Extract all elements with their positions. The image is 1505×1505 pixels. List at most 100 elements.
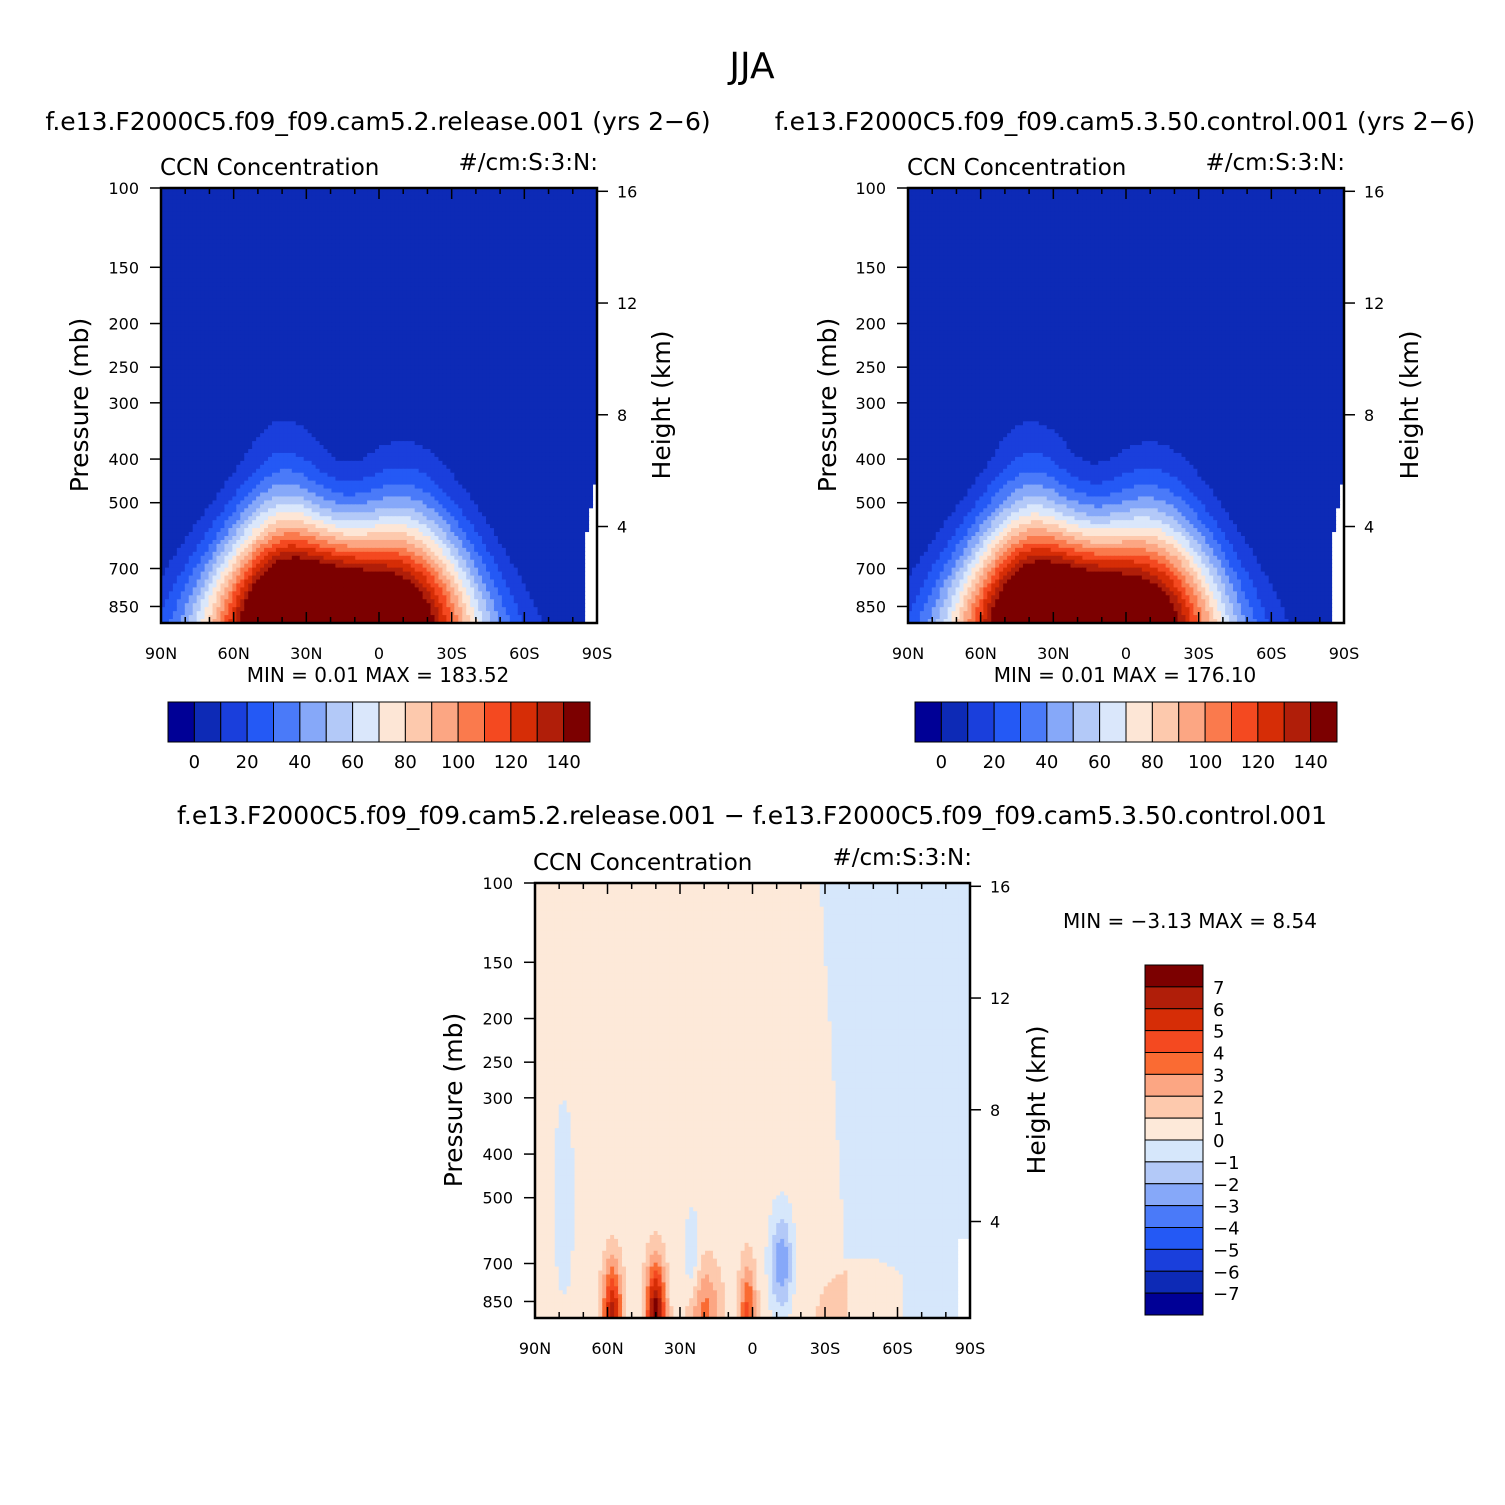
panel-a-title: f.e13.F2000C5.f09_f09.cam5.2.release.001… [45, 107, 710, 136]
panel-c-ytick-label: 150 [482, 953, 513, 972]
panel-b-colorbar-box [1204, 701, 1232, 743]
panel-a-stats: MIN = 0.01 MAX = 183.52 [247, 663, 510, 687]
panel-c-contour-field [535, 883, 970, 1318]
panel-c-colorbar-box [1144, 986, 1204, 1010]
panel-a-colorbar-box [484, 701, 512, 743]
panel-b-ytick-label: 150 [855, 258, 886, 277]
panel-b-colorbar-box [1283, 701, 1312, 743]
panel-a-colorbar-box [378, 701, 406, 743]
panel-a-colorbar-box [563, 701, 591, 743]
panel-a-colorbar-label: 60 [341, 752, 364, 773]
panel-c-colorbar-box [1144, 1183, 1204, 1207]
panel-b-title: f.e13.F2000C5.f09_f09.cam5.3.50.control.… [775, 107, 1476, 136]
panel-a-colorbar-box [246, 701, 274, 743]
panel-b-y2tick-label: 4 [1364, 518, 1374, 537]
panel-c-colorbar-label: −5 [1213, 1240, 1240, 1261]
panel-c-colorbar-label: −2 [1213, 1175, 1240, 1196]
panel-c-y2tick-label: 16 [990, 877, 1010, 896]
panel-c-xtick-label: 90N [519, 1339, 551, 1358]
panel-b-colorbar-box [1046, 701, 1074, 743]
panel-b-xtick-label: 90N [892, 644, 924, 663]
panel-c-ytick-label: 100 [482, 874, 513, 893]
panel-c-ytick-label: 700 [482, 1255, 513, 1274]
panel-c-xtick-label: 90S [955, 1339, 986, 1358]
panel-b-colorbar-label: 120 [1241, 752, 1275, 773]
panel-c-ytick-label: 850 [482, 1292, 513, 1311]
panel-c-colorbar-box [1144, 1227, 1204, 1250]
panel-a-colorbar-box [536, 701, 565, 743]
panel-a-colorbar-box [352, 701, 380, 743]
panel-b-colorbar-box [1178, 701, 1206, 743]
panel-a-colorbar-label: 80 [394, 752, 417, 773]
panel-b-colorbar-box [1257, 701, 1285, 743]
panel-b-colorbar-label: 80 [1141, 752, 1164, 773]
panel-c-stats: MIN = −3.13 MAX = 8.54 [1063, 909, 1317, 933]
panel-c-colorbar-label: 3 [1213, 1065, 1224, 1086]
panel-a-colorbar-box [404, 701, 433, 743]
panel-b-colorbar-box [967, 701, 995, 743]
panel-a-colorbar-box [510, 701, 538, 743]
panel-a-ytick-label: 150 [108, 258, 139, 277]
panel-a-ytick-label: 700 [108, 560, 139, 579]
panel-b-ytick-label: 250 [855, 358, 886, 377]
panel-c-y2label: Height (km) [1022, 1026, 1051, 1175]
panel-b-colorbar-label: 0 [936, 752, 947, 773]
panel-c-xtick-label: 0 [747, 1339, 757, 1358]
panel-a-colorbar-box [431, 701, 459, 743]
panel-b-colorbar-box [1125, 701, 1153, 743]
panel-b: CCN Concentration #/cm:S:3:N: 90N 60N 30N 0… [813, 150, 1424, 773]
panel-c-colorbar-box [1144, 1117, 1204, 1141]
panel-a-xtick-label: 90S [582, 644, 613, 663]
panel-c-right-label: #/cm:S:3:N: [832, 845, 972, 871]
panel-c-colorbar-box [1144, 1095, 1204, 1119]
panel-c-ytick-label: 400 [482, 1145, 513, 1164]
panel-b-colorbar-box [1231, 701, 1259, 743]
panel-b-colorbar-box [1310, 701, 1338, 743]
figure-title: JJA [727, 46, 775, 87]
panel-b-ylabel: Pressure (mb) [813, 318, 842, 492]
panel-b-ytick-label: 300 [855, 394, 886, 413]
panel-a-colorbar-label: 100 [441, 752, 475, 773]
panel-c-colorbar-box [1144, 1052, 1204, 1075]
panel-a-colorbar-box [193, 701, 222, 743]
panel-a-colorbar-box [220, 701, 248, 743]
panel-c-y2tick-label: 12 [990, 989, 1010, 1008]
panel-b-xtick-label: 30S [1183, 644, 1214, 663]
panel-c-colorbar-label: 1 [1213, 1109, 1224, 1130]
panel-a-colorbar-label: 40 [288, 752, 311, 773]
panel-c-colorbar-label: −6 [1213, 1262, 1240, 1283]
panel-b-ytick-label: 100 [855, 179, 886, 198]
panel-c-colorbar-box [1144, 1270, 1204, 1294]
panel-c-xtick-label: 60S [882, 1339, 913, 1358]
panel-a-ytick-label: 200 [108, 315, 139, 334]
panel-a-colorbar-box [325, 701, 354, 743]
panel-c-colorbar-box [1144, 1073, 1204, 1097]
panel-b-colorbar-box [940, 701, 969, 743]
panel-c-colorbar-label: 4 [1213, 1044, 1224, 1065]
panel-c-left-label: CCN Concentration [533, 850, 752, 876]
panel-b-colorbar-label: 60 [1088, 752, 1111, 773]
panel-b-xtick-label: 90S [1329, 644, 1360, 663]
panel-a-y2tick-label: 8 [617, 406, 627, 425]
panel-b-y2tick-label: 16 [1364, 182, 1384, 201]
panel-a-xtick-label: 0 [374, 644, 384, 663]
panel-c-ylabel: Pressure (mb) [439, 1013, 468, 1187]
panel-a-colorbar-box [273, 701, 301, 743]
panel-c-colorbar-label: −4 [1213, 1219, 1240, 1240]
panel-a-ytick-label: 100 [108, 179, 139, 198]
panel-b-y2label: Height (km) [1395, 331, 1424, 480]
panel-b-ytick-label: 200 [855, 315, 886, 334]
panel-c-colorbar-label: 7 [1213, 978, 1224, 999]
panel-c-colorbar-box [1144, 1248, 1204, 1272]
panel-a-right-label: #/cm:S:3:N: [458, 150, 598, 176]
panel-a-colorbar: 0 20 40 60 80 100 120 140 [167, 701, 591, 773]
panel-b-xtick-label: 60N [965, 644, 997, 663]
panel-c-xtick-label: 30N [664, 1339, 696, 1358]
panel-a-ytick-label: 250 [108, 358, 139, 377]
panel-b-ytick-label: 850 [855, 597, 886, 616]
panel-b-colorbar-box [1020, 701, 1048, 743]
panel-a-colorbar-label: 20 [236, 752, 259, 773]
panel-a-y2tick-label: 16 [617, 182, 637, 201]
